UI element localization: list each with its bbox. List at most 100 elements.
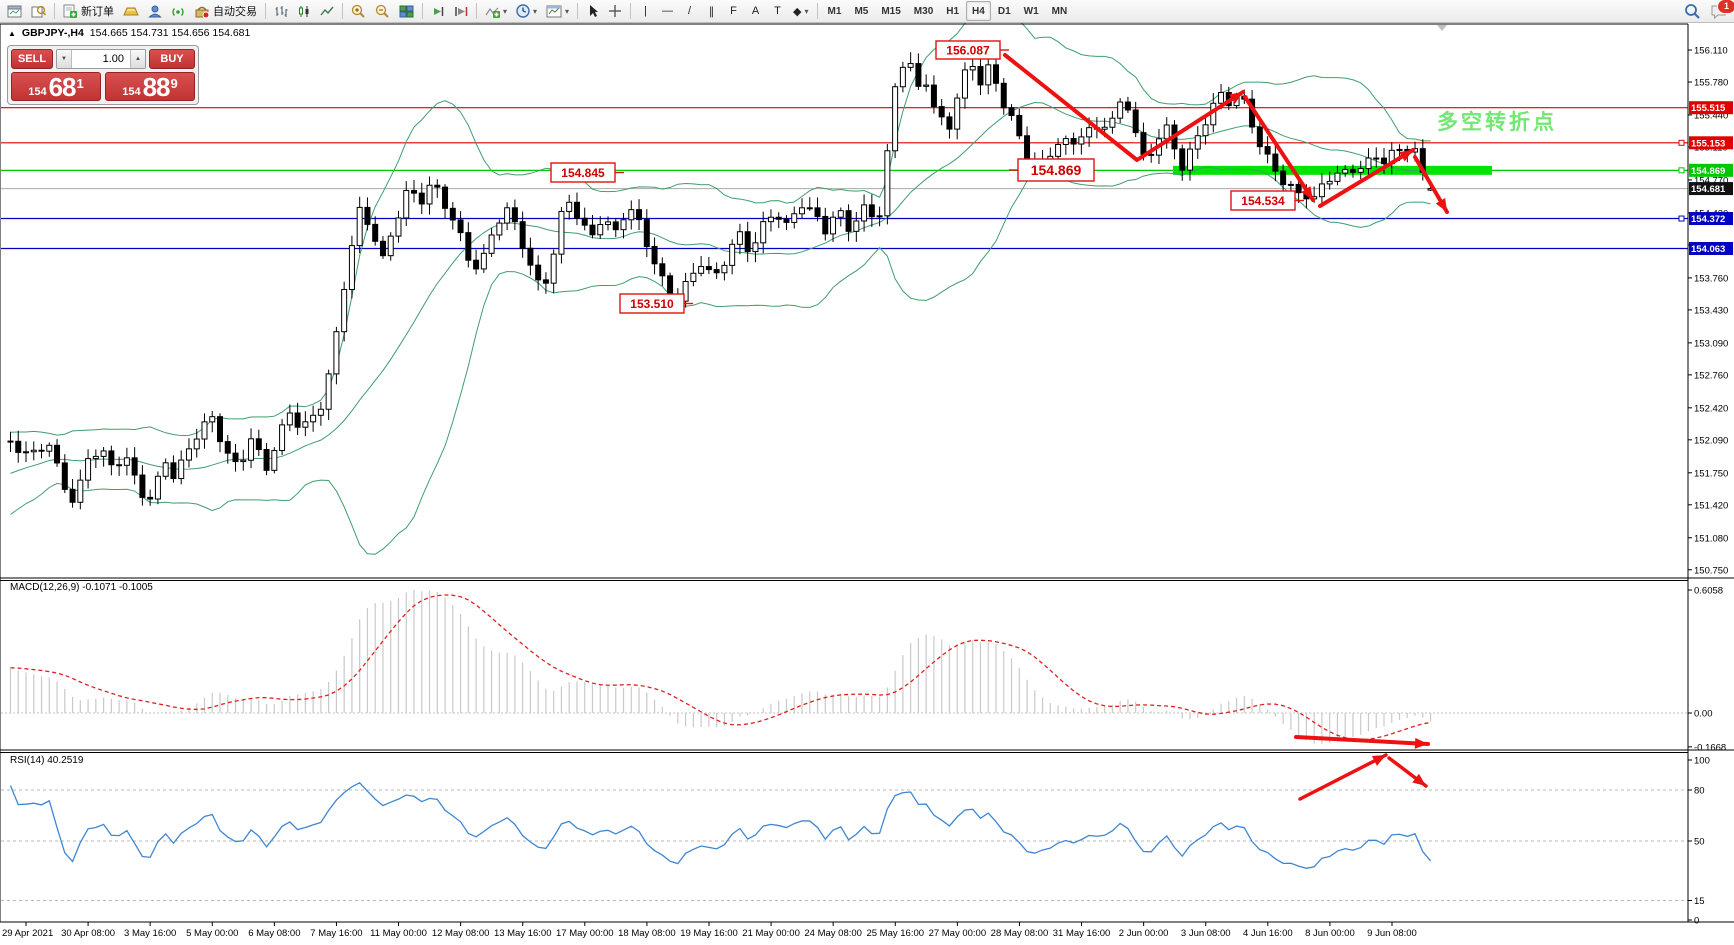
price-label-flag[interactable]: 153.510 bbox=[619, 293, 693, 314]
macd-histogram bbox=[9, 590, 1432, 744]
tab-timeframe-m5[interactable]: M5 bbox=[854, 5, 869, 17]
zoom-in-button[interactable] bbox=[347, 2, 370, 21]
toolbar-separator bbox=[577, 3, 579, 19]
text-label-button[interactable]: T bbox=[767, 2, 788, 21]
svg-text:155.153: 155.153 bbox=[1691, 138, 1725, 149]
tile-windows-button[interactable] bbox=[395, 2, 418, 21]
cursor-icon bbox=[589, 5, 598, 17]
svg-text:153.090: 153.090 bbox=[1694, 338, 1728, 349]
charts-window-button[interactable] bbox=[3, 2, 26, 21]
svg-text:0.6058: 0.6058 bbox=[1694, 586, 1723, 597]
chart-shift-button[interactable] bbox=[450, 2, 472, 21]
ask-quote-button[interactable]: 154 88 9 bbox=[105, 72, 195, 101]
svg-text:152.420: 152.420 bbox=[1694, 403, 1728, 414]
data-window-icon bbox=[31, 5, 46, 17]
tab-timeframe-mn[interactable]: MN bbox=[1051, 5, 1068, 17]
svg-text:25 May 16:00: 25 May 16:00 bbox=[866, 928, 924, 939]
toolbar-separator bbox=[630, 3, 632, 19]
ask-pips: 88 bbox=[142, 72, 171, 102]
chart-shift-icon bbox=[455, 6, 468, 16]
auto-scroll-button[interactable] bbox=[427, 2, 449, 21]
bid-quote-button[interactable]: 154 68 1 bbox=[11, 72, 101, 101]
svg-text:-0.1668: -0.1668 bbox=[1694, 742, 1726, 753]
svg-text:151.420: 151.420 bbox=[1694, 500, 1728, 511]
tab-timeframe-m30[interactable]: M30 bbox=[913, 5, 934, 17]
chevron-down-icon: ▾ bbox=[804, 6, 809, 16]
svg-text:8 Jun 00:00: 8 Jun 00:00 bbox=[1305, 928, 1355, 939]
templates-button[interactable]: ▾ bbox=[542, 2, 573, 21]
text-button[interactable]: A bbox=[745, 2, 766, 21]
tab-timeframe-m15[interactable]: M15 bbox=[881, 5, 901, 17]
svg-text:5 May 00:00: 5 May 00:00 bbox=[186, 928, 238, 939]
svg-text:155.780: 155.780 bbox=[1694, 78, 1728, 89]
svg-text:153.510: 153.510 bbox=[630, 297, 674, 311]
trendline-button[interactable]: / bbox=[679, 2, 700, 21]
tab-timeframe-h1[interactable]: H1 bbox=[946, 5, 960, 17]
period-button[interactable]: ▾ bbox=[512, 2, 541, 21]
tab-timeframe-w1[interactable]: W1 bbox=[1023, 5, 1039, 17]
svg-text:154.845: 154.845 bbox=[561, 166, 605, 180]
price-label-flag[interactable]: 154.534 bbox=[1230, 190, 1304, 211]
svg-text:152.760: 152.760 bbox=[1694, 370, 1728, 381]
text-icon: A bbox=[751, 5, 760, 17]
chart-text-annotation[interactable]: 多空转折点 bbox=[1437, 110, 1557, 134]
channel-button[interactable]: ∥ bbox=[701, 2, 722, 21]
svg-text:27 May 00:00: 27 May 00:00 bbox=[929, 928, 987, 939]
price-label-flag[interactable]: 154.869 bbox=[1009, 158, 1095, 182]
svg-text:12 May 08:00: 12 May 08:00 bbox=[432, 928, 490, 939]
buy-button[interactable]: BUY bbox=[149, 49, 195, 69]
trend-annotation-arrows[interactable] bbox=[1003, 53, 1449, 801]
autotrading-label: 自动交易 bbox=[213, 6, 257, 18]
tab-timeframe-h4[interactable]: H4 bbox=[966, 1, 991, 21]
bar-chart-button[interactable] bbox=[270, 2, 292, 21]
svg-text:154.063: 154.063 bbox=[1691, 244, 1725, 255]
data-window-button[interactable] bbox=[27, 2, 50, 21]
search-button[interactable] bbox=[1680, 2, 1705, 21]
macd-signal-line bbox=[10, 594, 1431, 741]
svg-text:11 May 00:00: 11 May 00:00 bbox=[370, 928, 427, 939]
auto-scroll-icon bbox=[434, 6, 444, 16]
svg-text:155.440: 155.440 bbox=[1694, 110, 1728, 121]
bid-pipette: 1 bbox=[76, 76, 84, 91]
community-button[interactable] bbox=[144, 2, 166, 21]
line-chart-button[interactable] bbox=[316, 2, 338, 21]
volume-increase-button[interactable]: ▲ bbox=[130, 50, 145, 68]
indicators-button[interactable]: ▾ bbox=[481, 2, 511, 21]
tab-timeframe-m1[interactable]: M1 bbox=[827, 5, 842, 17]
svg-text:155.515: 155.515 bbox=[1691, 103, 1726, 114]
svg-text:3 May 16:00: 3 May 16:00 bbox=[124, 928, 176, 939]
tab-timeframe-d1[interactable]: D1 bbox=[997, 5, 1011, 17]
notifications-button[interactable]: 1 bbox=[1706, 0, 1734, 21]
price-label-flag[interactable]: 156.087 bbox=[935, 40, 1009, 60]
zoom-out-button[interactable] bbox=[371, 2, 394, 21]
svg-text:6 May 08:00: 6 May 08:00 bbox=[248, 928, 300, 939]
cursor-button[interactable] bbox=[582, 2, 603, 21]
horizontal-line-button[interactable]: — bbox=[657, 2, 678, 21]
volume-decrease-button[interactable]: ▼ bbox=[57, 50, 72, 68]
one-click-trading-panel: SELL ▼ ▲ BUY 154 68 1 154 88 9 bbox=[7, 45, 199, 105]
autotrading-button[interactable]: 自动交易 bbox=[190, 2, 261, 21]
arrows-button[interactable]: ◆ ▾ bbox=[789, 2, 812, 21]
sell-button[interactable]: SELL bbox=[11, 49, 53, 69]
candle-chart-button[interactable] bbox=[293, 2, 315, 21]
svg-text:153.430: 153.430 bbox=[1694, 305, 1728, 316]
crosshair-button[interactable] bbox=[604, 2, 626, 21]
templates-icon bbox=[546, 5, 562, 17]
gold-button[interactable] bbox=[119, 2, 143, 21]
price-axis-badges: 155.515 155.153 154.869 154.372 154.063 154.6… bbox=[1678, 101, 1733, 255]
price-label-flag[interactable]: 154.845 bbox=[550, 162, 624, 183]
bar-chart-icon bbox=[275, 5, 288, 17]
volume-input[interactable] bbox=[72, 50, 130, 68]
charts-window-icon bbox=[7, 5, 22, 17]
search-icon bbox=[1685, 4, 1700, 19]
vertical-line-button[interactable]: | bbox=[635, 2, 656, 21]
svg-text:30 Apr 08:00: 30 Apr 08:00 bbox=[61, 928, 115, 939]
new-order-button[interactable]: 新订单 bbox=[59, 2, 118, 21]
gold-icon bbox=[123, 7, 139, 16]
bollinger-bands bbox=[10, 3, 1431, 555]
svg-text:154.869: 154.869 bbox=[1031, 162, 1082, 178]
support-highlight-band bbox=[1173, 165, 1492, 175]
fibonacci-button[interactable]: F bbox=[723, 2, 744, 21]
signals-button[interactable] bbox=[167, 2, 189, 21]
